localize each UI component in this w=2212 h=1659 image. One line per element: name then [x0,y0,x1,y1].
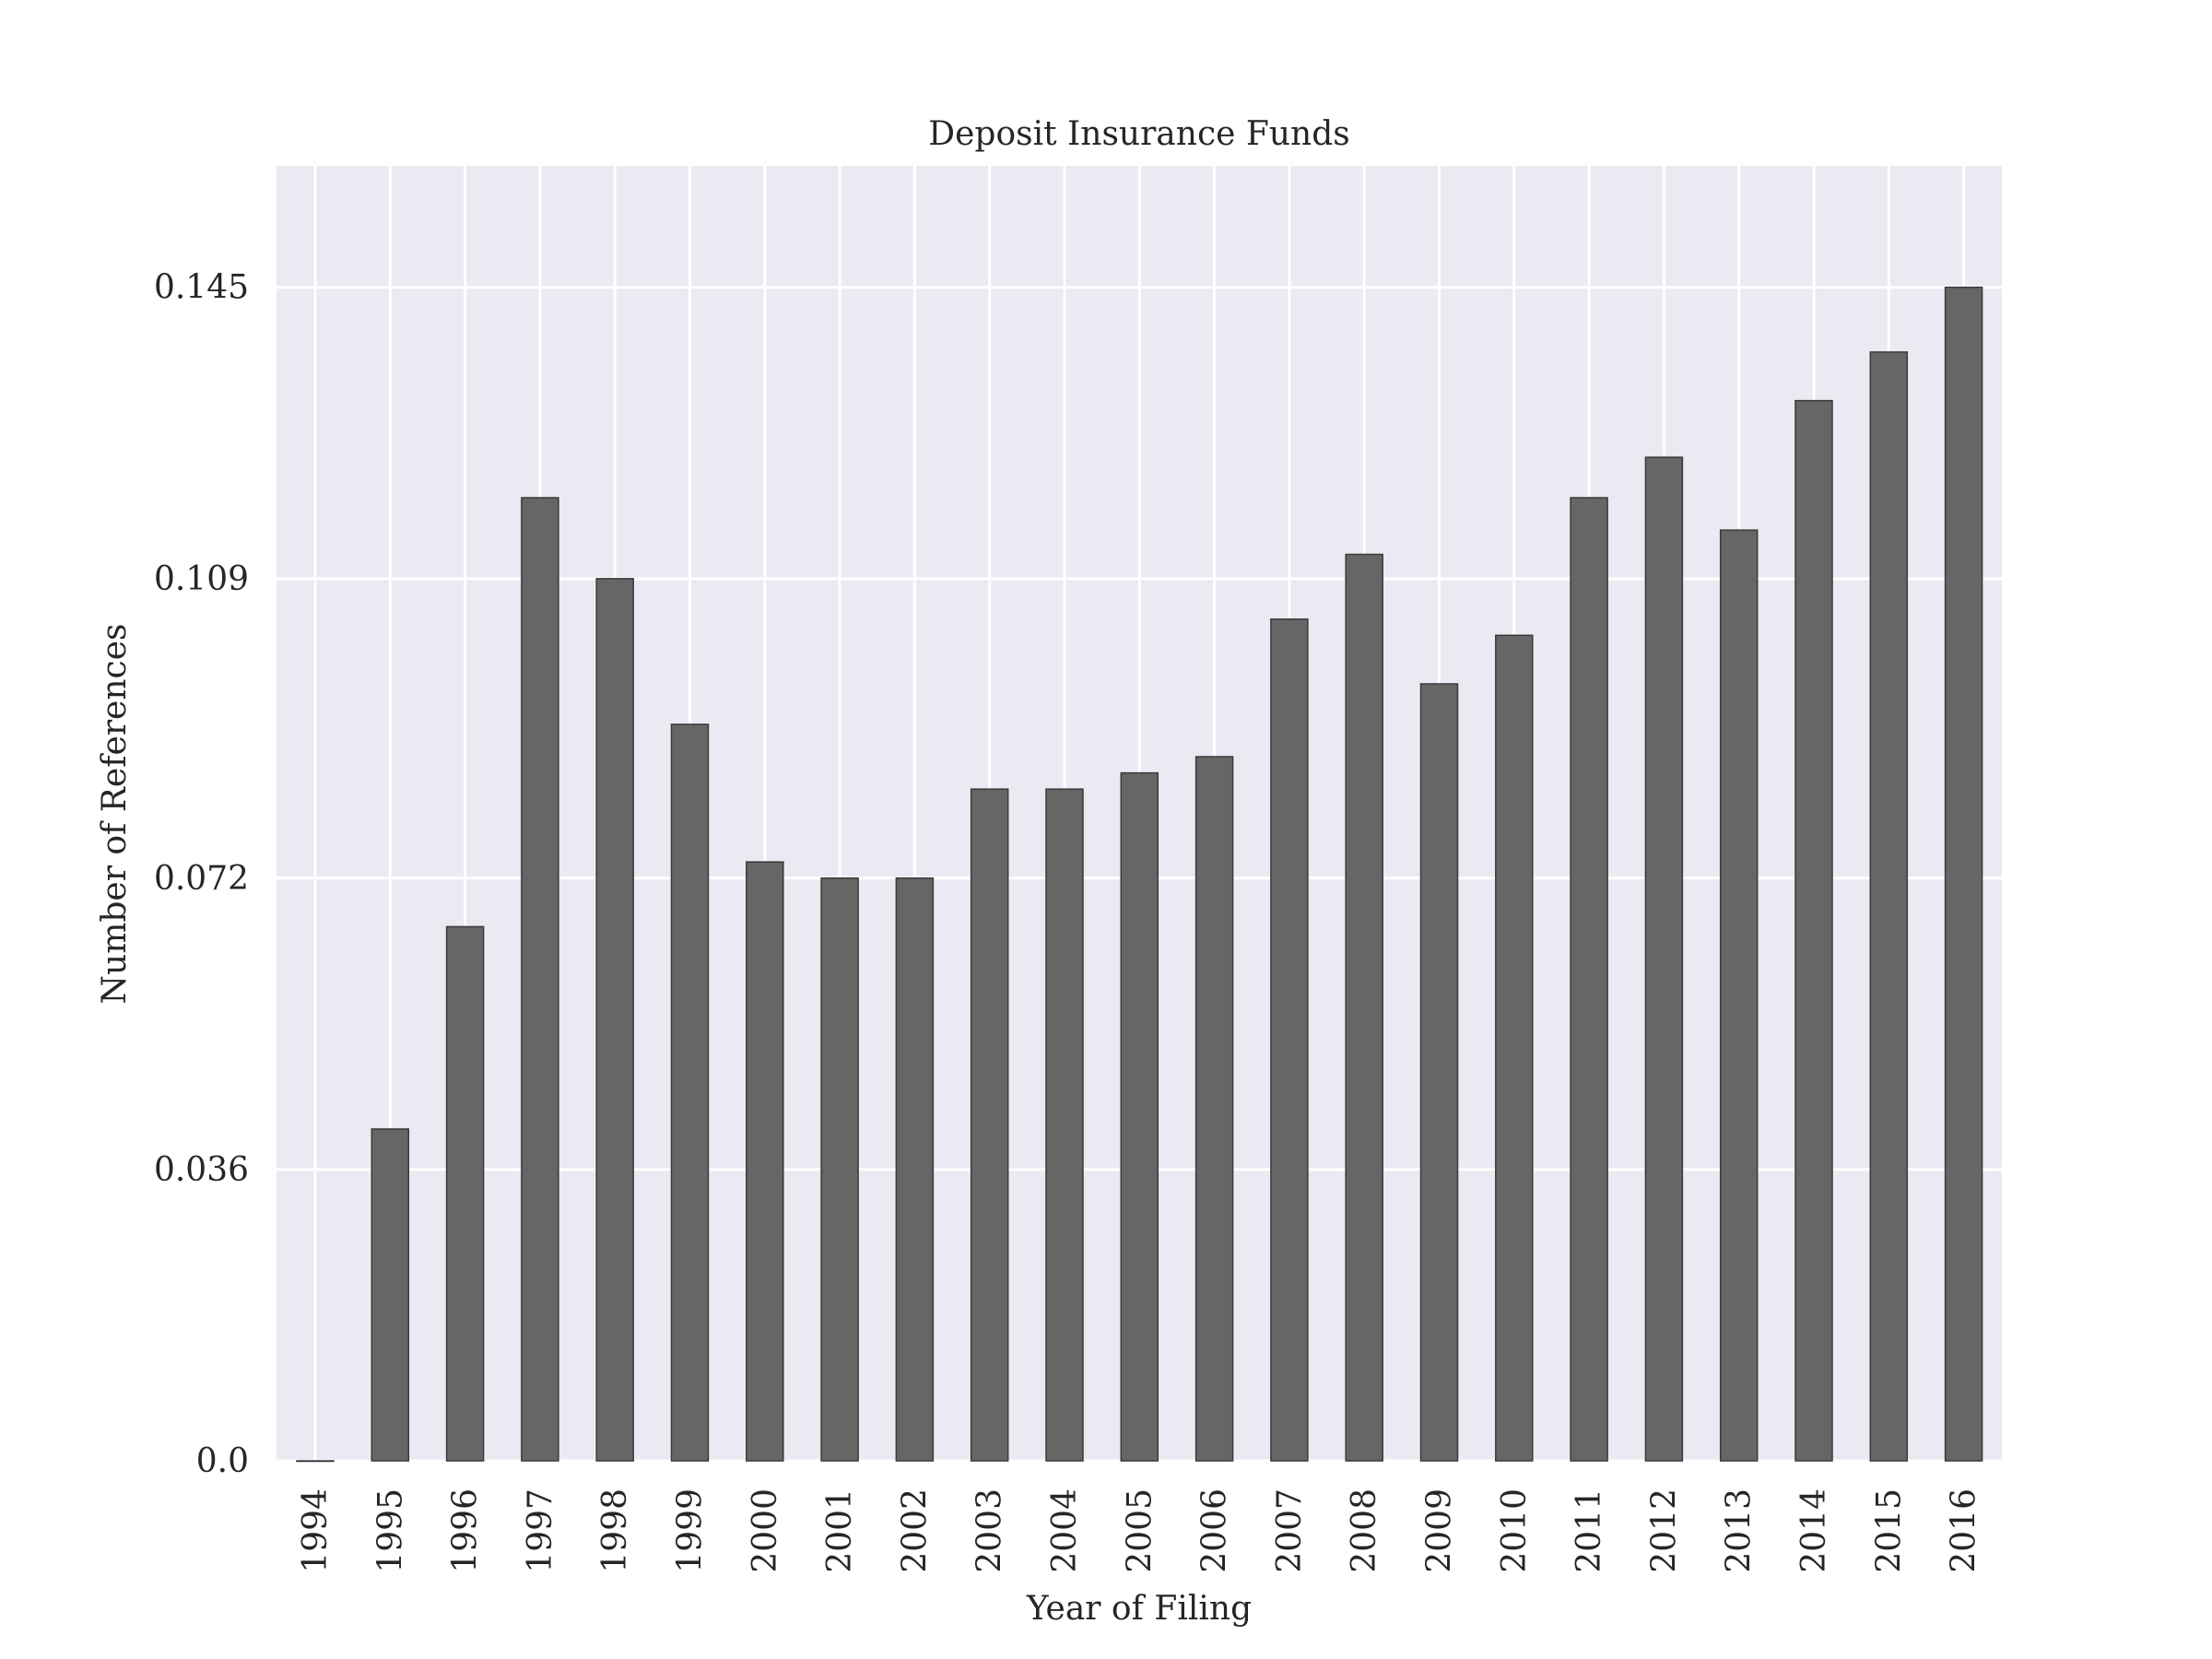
x-tick-label: 2005 [1121,1488,1159,1573]
bar-2010 [1495,634,1534,1462]
bar-2004 [1045,788,1084,1462]
bar-1998 [595,578,634,1462]
bar-2005 [1120,771,1159,1462]
x-tick-label: 2015 [1870,1488,1908,1573]
bars [296,286,1983,1463]
x-tick-label: 2006 [1196,1488,1234,1573]
bar-1997 [521,497,559,1462]
x-tick-label: 2009 [1421,1488,1459,1573]
x-tick-label: 2001 [821,1488,859,1573]
bar-2008 [1345,553,1383,1462]
bar-2016 [1944,286,1983,1462]
x-axis-label: Year of Filing [1026,1590,1252,1628]
x-tick-label: 2014 [1795,1488,1833,1573]
x-tick-label: 2010 [1496,1488,1534,1573]
x-tick-label: 2007 [1271,1488,1309,1573]
bar-1994 [296,1460,335,1463]
y-tick-label: 0.109 [154,560,249,598]
bar-2011 [1570,497,1608,1462]
y-tick-label: 0.0 [196,1442,249,1480]
x-tick-label: 1996 [447,1488,485,1573]
bar-2013 [1719,529,1759,1462]
bar-1995 [371,1128,410,1462]
x-tick-label: 2000 [747,1488,784,1573]
x-tick-labels: 1994 1995 1996 1997 1998 1999 2000 2001 2002 2003… [297,1488,1983,1573]
bar-2006 [1194,756,1234,1462]
x-tick-label: 1997 [522,1488,559,1573]
y-tick-label: 0.036 [154,1151,249,1189]
x-tick-label: 1999 [672,1488,710,1573]
x-tick-label: 1994 [297,1488,335,1573]
bar-2009 [1419,683,1459,1462]
bar-2014 [1794,399,1833,1462]
x-tick-label: 2008 [1346,1488,1383,1573]
x-tick-label: 1998 [596,1488,634,1573]
x-tick-label: 2013 [1721,1488,1759,1573]
x-tick-label: 2016 [1946,1488,1983,1573]
x-tick-label: 2011 [1571,1488,1608,1573]
y-tick-label: 0.145 [154,269,249,307]
bar-1996 [445,925,485,1462]
x-tick-label: 1995 [371,1488,409,1573]
bar-2002 [895,877,935,1462]
bar-1999 [670,724,710,1462]
x-tick-label: 2003 [971,1488,1009,1573]
x-tick-label: 2004 [1046,1488,1084,1573]
chart-title: Deposit Insurance Funds [928,115,1350,153]
bar-2000 [746,861,784,1462]
y-tick-labels: 0.0 0.036 0.072 0.109 0.145 [154,269,249,1480]
x-tick-label: 2002 [896,1488,934,1573]
bar-2001 [820,877,859,1462]
bar-2015 [1869,351,1909,1462]
x-tick-label: 2012 [1645,1488,1683,1573]
y-tick-label: 0.072 [154,860,249,898]
bar-2007 [1270,618,1309,1462]
y-axis-label: Number of References [96,624,134,1005]
bar-2012 [1644,456,1684,1462]
bar-2003 [970,788,1009,1462]
